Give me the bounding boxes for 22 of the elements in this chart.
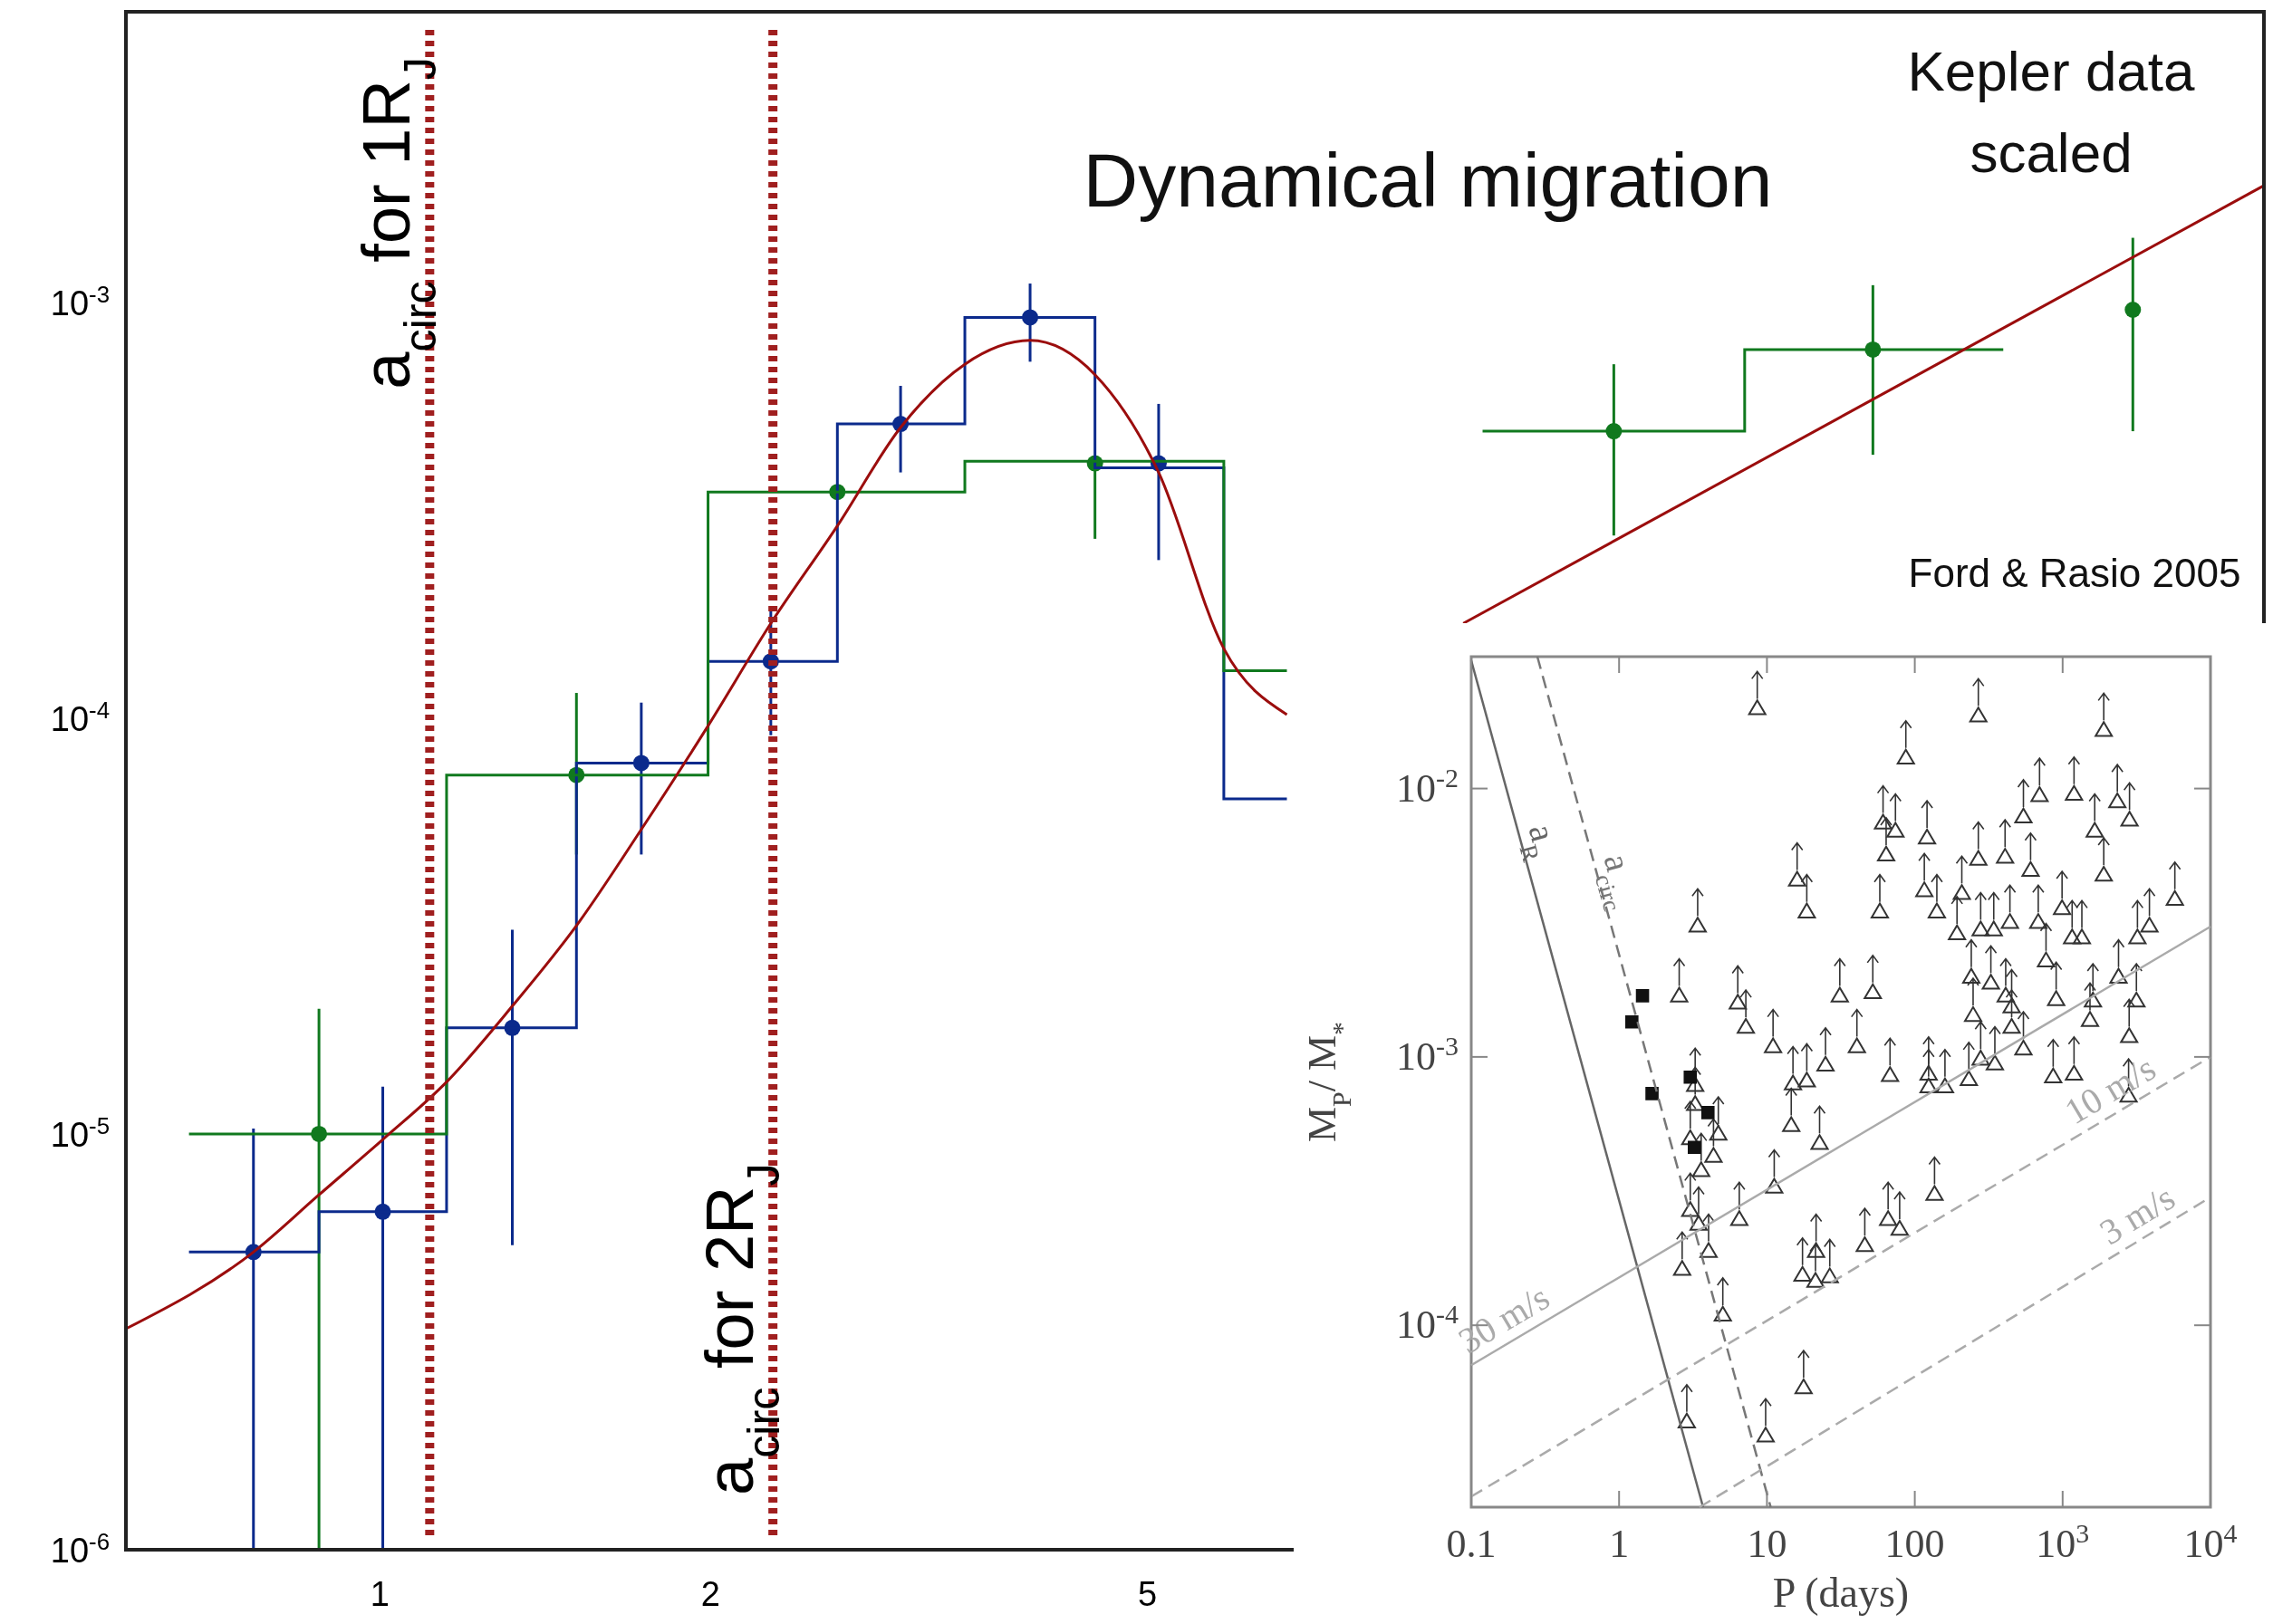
text: 3 m/s	[2092, 1177, 2182, 1254]
x-tick-label: 1	[370, 1575, 390, 1613]
x-tick-label: 100	[1884, 1522, 1945, 1566]
annotation: Ford & Rasio 2005	[1908, 551, 2241, 595]
annotation: Kepler data scaled	[1907, 40, 2196, 184]
y-tick-label: 10$^{-2}$	[1396, 762, 1459, 811]
x-tick-label: 1	[1609, 1522, 1630, 1566]
x-tick-label: 2	[700, 1575, 720, 1613]
x-tick-label: 5	[1137, 1575, 1158, 1613]
x-tick-label: 10	[1747, 1522, 1787, 1566]
y-tick-label: 10$^{-6}$	[50, 1529, 110, 1570]
y-tick-label: 10$^{-4}$	[1396, 1298, 1459, 1348]
y-tick-label: 10$^{-4}$	[50, 697, 110, 738]
y-tick-label: 10$^{-3}$	[50, 281, 110, 322]
x-tick-label: 10$^{4}$	[2183, 1517, 2238, 1566]
x-tick-label: 10$^{3}$	[2036, 1517, 2090, 1566]
text: 10 m/s	[2057, 1047, 2162, 1133]
x-axis-title: P (days)	[1772, 1570, 1910, 1616]
y-tick-label: 10$^{-5}$	[50, 1112, 110, 1154]
annotation: Dynamical migration	[1083, 138, 1773, 223]
x-tick-label: 0.1	[1446, 1522, 1497, 1566]
y-tick-label: 10$^{-3}$	[1396, 1030, 1459, 1079]
